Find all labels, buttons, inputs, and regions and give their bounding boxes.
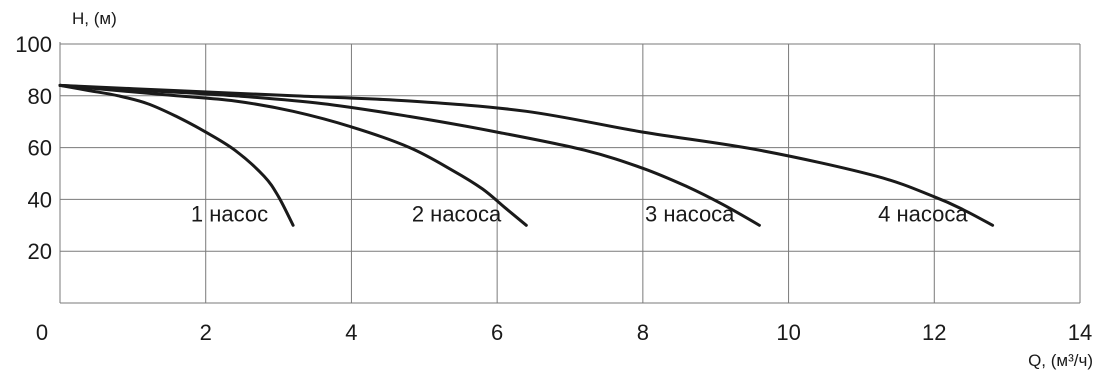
series-curve-4 [58,83,995,227]
series-label-3: 3 насоса [645,201,735,226]
x-tick-label: 12 [922,320,946,345]
y-axis-title: H, (м) [72,9,117,28]
x-tick-label: 0 [36,320,48,345]
grid [59,42,1081,304]
x-tick-label: 14 [1068,320,1092,345]
series-label-1: 1 насос [191,201,268,226]
series-labels: 1 насос 2 насоса 3 насоса 4 насоса [191,201,968,226]
x-tick-label: 4 [345,320,357,345]
tick-labels: 20 40 60 80 100 0 2 4 6 8 10 12 14 [15,32,1092,345]
y-tick-label: 40 [28,187,52,212]
series-curve-2 [58,83,528,227]
curves [58,83,995,227]
series-curve-1 [58,83,295,227]
series-curve-3 [58,83,761,227]
x-axis-title: Q, (м³/ч) [1028,351,1093,370]
x-tick-label: 2 [200,320,212,345]
y-tick-label: 100 [15,32,52,57]
y-tick-label: 80 [28,84,52,109]
series-label-4: 4 насоса [878,201,968,226]
x-tick-label: 10 [776,320,800,345]
x-tick-label: 6 [491,320,503,345]
y-tick-label: 60 [28,136,52,161]
x-tick-label: 8 [637,320,649,345]
series-label-2: 2 насоса [412,201,502,226]
y-tick-label: 20 [28,239,52,264]
